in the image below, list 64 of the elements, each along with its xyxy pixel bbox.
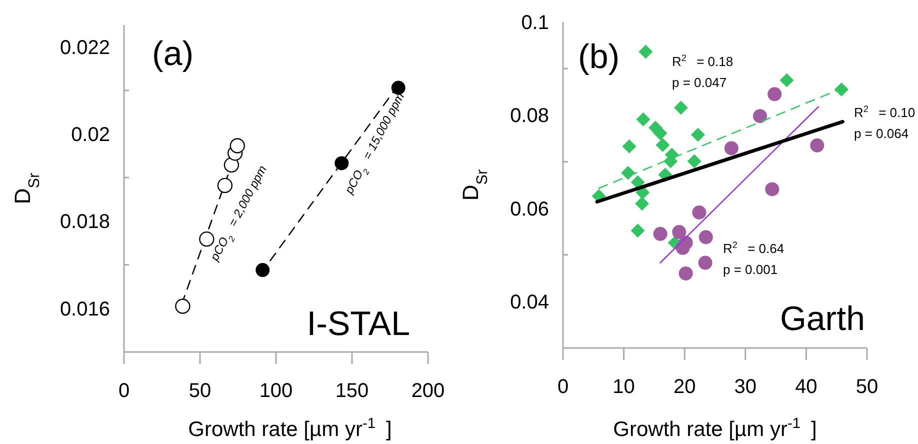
point (175, 298, 190, 314)
point (834, 82, 848, 97)
point (230, 138, 245, 154)
x-tick-label: 40 (795, 376, 818, 398)
x-tick-label: 200 (411, 380, 445, 402)
annotation: R$^{2}$ = 0.18 (672, 53, 734, 69)
y-tick-label: 0.04 (510, 291, 549, 314)
point (810, 138, 824, 152)
point (391, 80, 406, 95)
point (676, 240, 690, 255)
point (698, 256, 712, 270)
point (224, 157, 240, 173)
y-tick-label: 0.08 (510, 105, 549, 128)
x-tick-label: 0 (557, 376, 569, 398)
point (622, 139, 636, 154)
annotation: (b) (578, 38, 620, 76)
x-tick-label: 150 (335, 380, 369, 402)
annotation: p = 0.047 (672, 75, 727, 90)
annotation: I-STAL (306, 305, 410, 343)
point (638, 44, 653, 59)
x-tick-label: 100 (259, 380, 293, 402)
annotation: (a) (152, 35, 194, 73)
x-tick-label: 30 (734, 376, 757, 398)
point (724, 141, 738, 156)
annotation: R$^{2}$ = 0.64 (723, 240, 784, 256)
point (678, 266, 693, 280)
point (635, 196, 650, 211)
point (690, 128, 705, 142)
y-tick-label: 0.016 (60, 298, 110, 320)
point (256, 263, 270, 278)
point (765, 182, 780, 196)
y-tick-label: 0.018 (60, 211, 110, 234)
annotation: R$^{2}$ = 0.10 (854, 104, 916, 120)
point (630, 224, 645, 238)
x-tick-label: 50 (856, 376, 878, 398)
point (687, 154, 702, 168)
y-tick-label: 0.1 (521, 12, 549, 34)
point (672, 225, 686, 240)
x-tick-label: 10 (612, 376, 635, 398)
point (636, 112, 650, 126)
point (653, 226, 668, 241)
point (674, 100, 688, 115)
point (698, 230, 713, 244)
point (621, 166, 636, 180)
x-axis-title: Growth rate [µm yr$^{-1}$] (188, 416, 392, 441)
point (656, 138, 670, 152)
x-tick-label: 0 (118, 380, 130, 402)
point (780, 73, 794, 88)
annotation: p = 0.001 (723, 262, 778, 277)
annotation: p = 0.064 (854, 126, 909, 141)
point (653, 126, 668, 140)
y-tick-label: 0.06 (510, 198, 549, 220)
x-tick-label: 50 (188, 380, 212, 402)
annotation: Garth (780, 300, 865, 338)
point (692, 205, 706, 220)
x-tick-label: 20 (673, 376, 696, 398)
y-tick-label: 0.02 (71, 124, 110, 146)
point (217, 178, 233, 194)
point (768, 87, 782, 102)
point (630, 175, 645, 190)
y-tick-label: 0.022 (60, 36, 110, 59)
x-axis-title: Growth rate [µm yr$^{-1}$] (613, 416, 817, 441)
point (752, 109, 767, 124)
point (334, 156, 349, 170)
